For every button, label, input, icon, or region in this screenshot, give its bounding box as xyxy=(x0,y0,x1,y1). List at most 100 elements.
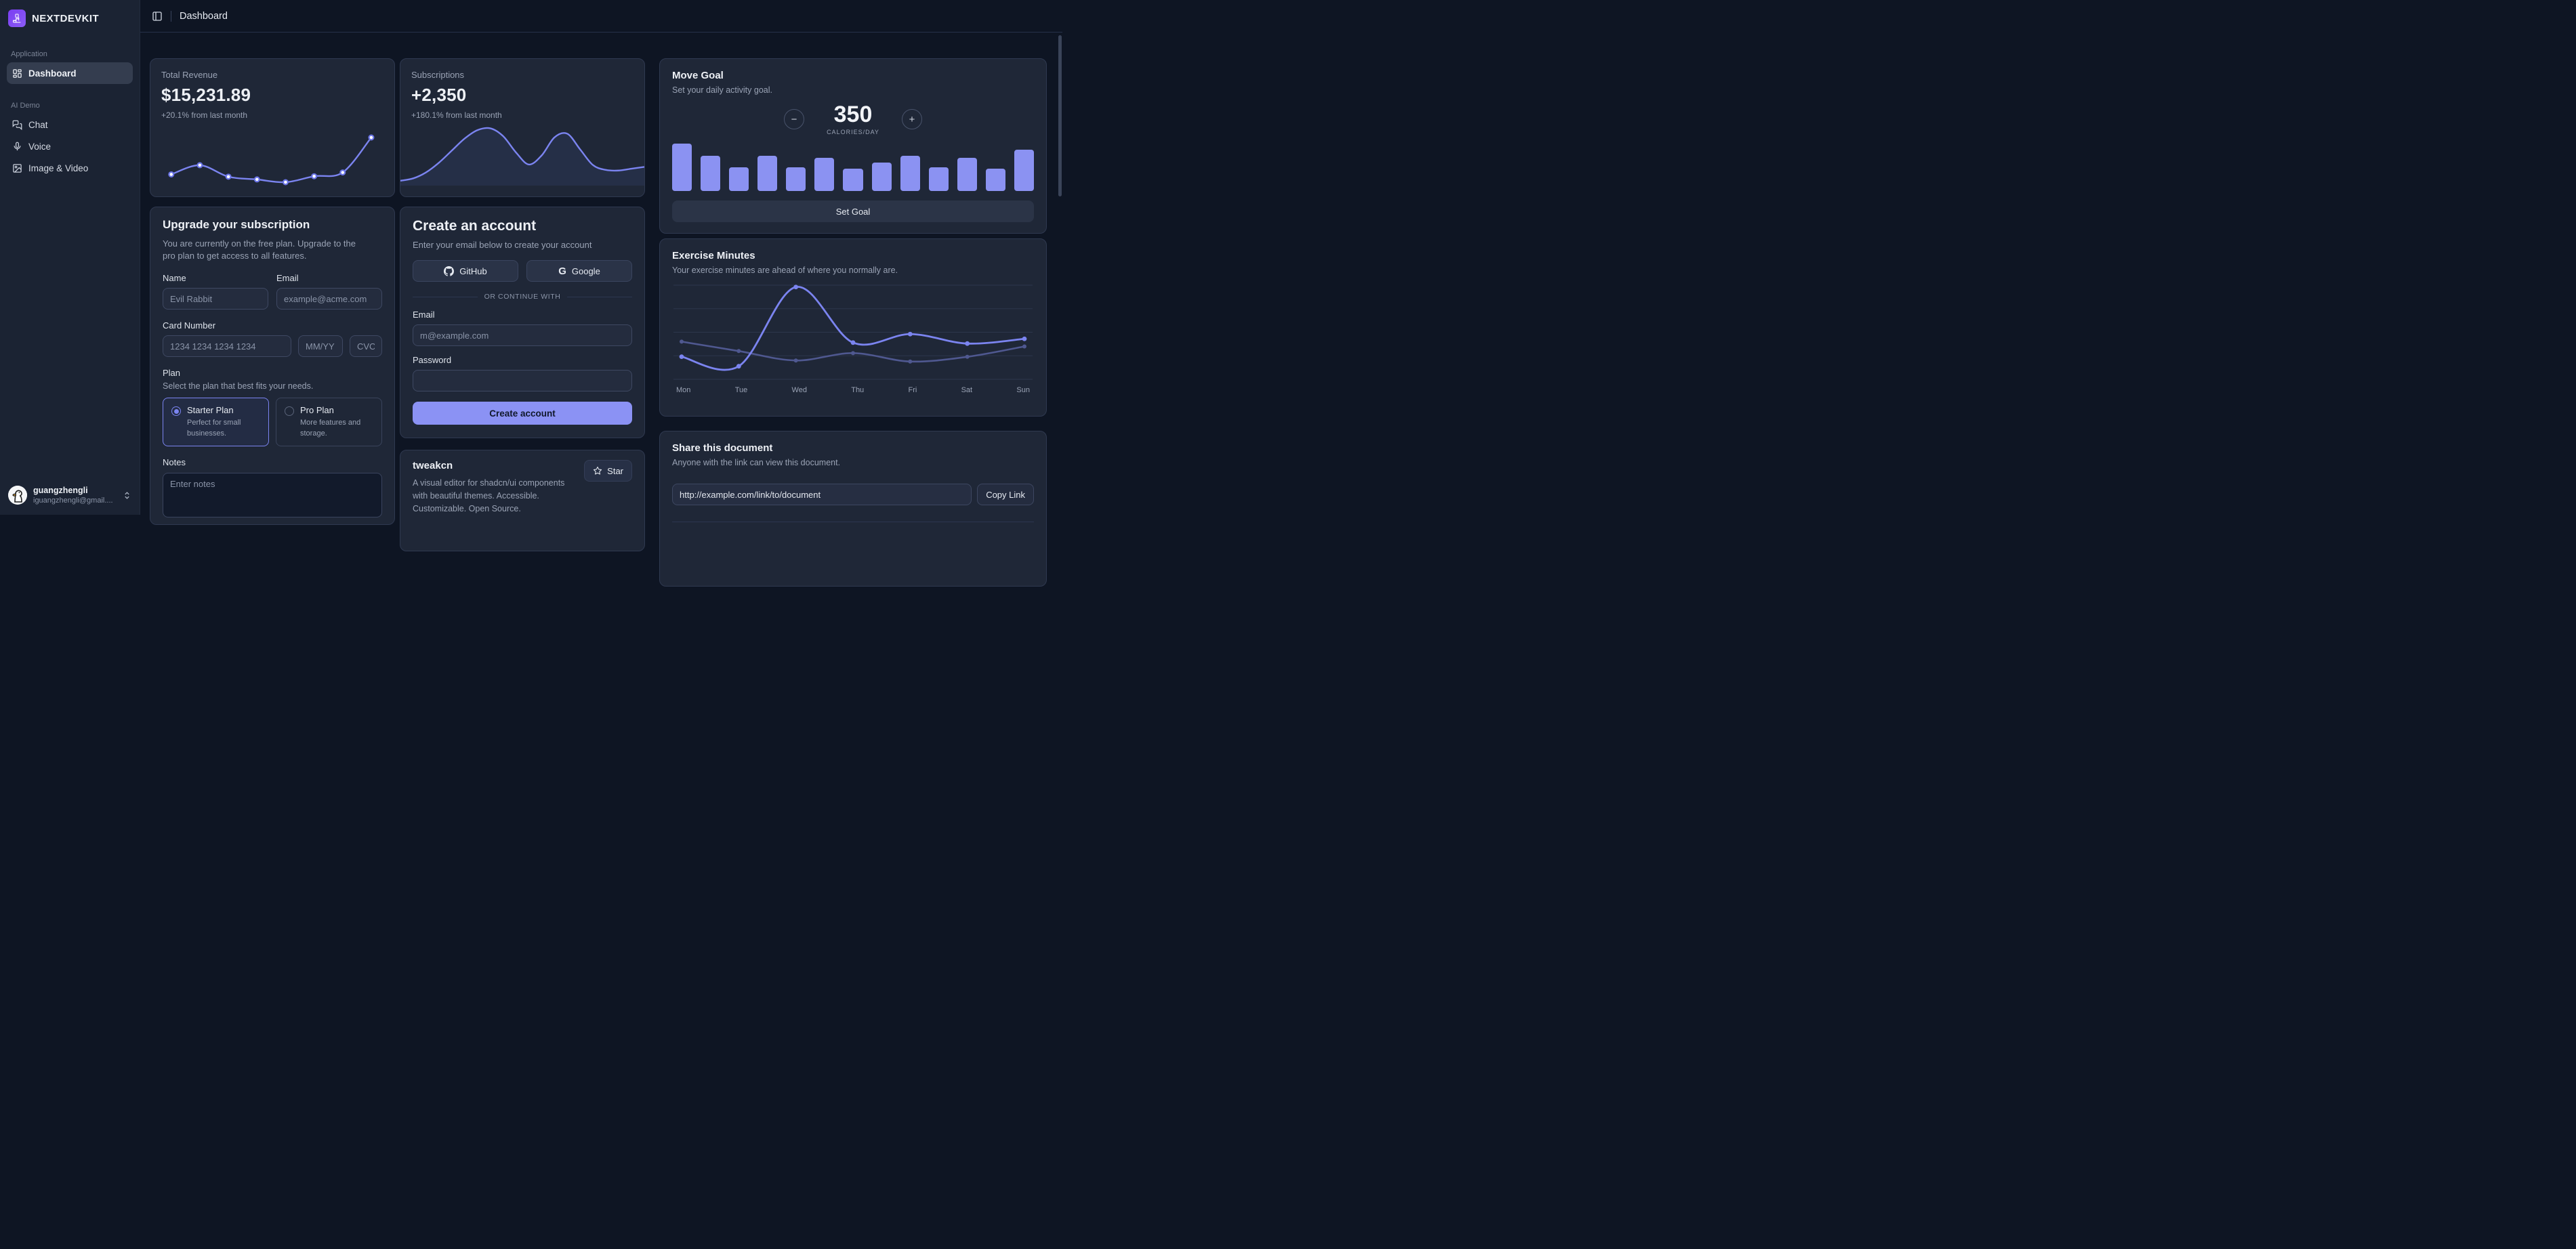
sidebar-item-dashboard[interactable]: Dashboard xyxy=(7,62,133,84)
subscriptions-change: +180.1% from last month xyxy=(411,110,502,120)
card-number-field[interactable] xyxy=(163,335,291,358)
sidebar-item-label: Voice xyxy=(28,141,51,152)
sidebar: NEXTDEVKIT Application Dashboard AI Demo… xyxy=(0,0,140,515)
email-field[interactable] xyxy=(276,288,382,310)
github-button[interactable]: GitHub xyxy=(413,260,518,282)
goal-bar xyxy=(729,167,749,191)
create-account-subtitle: Enter your email below to create your ac… xyxy=(413,240,592,250)
scrollbar-thumb[interactable] xyxy=(1058,35,1062,196)
sidebar-item-label: Chat xyxy=(28,119,48,130)
sidebar-item-label: Image & Video xyxy=(28,163,89,173)
exercise-chart xyxy=(672,282,1034,383)
goal-bar xyxy=(871,163,892,191)
sidebar-item-voice[interactable]: Voice xyxy=(7,135,133,157)
duck-avatar xyxy=(8,486,27,505)
sidebar-item-label: Dashboard xyxy=(28,68,77,79)
goal-bar xyxy=(900,155,920,191)
notes-label: Notes xyxy=(163,457,186,468)
goal-bar xyxy=(786,167,806,191)
user-menu[interactable]: guangzhengli iguangzhengli@gmail.... xyxy=(7,483,133,508)
upgrade-description: You are currently on the free plan. Upgr… xyxy=(163,238,356,261)
nav-section-application: Application xyxy=(11,50,47,58)
increase-goal-button[interactable]: + xyxy=(902,109,922,129)
subscriptions-value: +2,350 xyxy=(411,85,467,105)
move-goal-subtitle: Set your daily activity goal. xyxy=(672,85,772,95)
goal-bar xyxy=(672,144,692,191)
plan-name: Pro Plan xyxy=(300,405,334,416)
goal-bar xyxy=(757,155,778,191)
exercise-subtitle: Your exercise minutes are ahead of where… xyxy=(672,266,898,275)
sidebar-item-chat[interactable]: Chat xyxy=(7,114,133,135)
topbar: Dashboard xyxy=(140,0,1062,33)
account-email-label: Email xyxy=(413,310,435,320)
image-icon xyxy=(13,163,22,173)
cvc-field[interactable] xyxy=(350,335,382,358)
google-label: Google xyxy=(571,266,600,276)
set-goal-button[interactable]: Set Goal xyxy=(672,200,1034,222)
x-axis-label: Tue xyxy=(734,386,748,394)
main-area: Dashboard Total Revenue $15,231.89 +20.1… xyxy=(140,0,1062,587)
total-revenue-card: Total Revenue $15,231.89 +20.1% from las… xyxy=(150,58,395,197)
copy-link-button[interactable]: Copy Link xyxy=(977,484,1034,505)
expiry-field[interactable] xyxy=(298,335,343,358)
plan-note: Perfect for small businesses. xyxy=(187,419,241,438)
brand: NEXTDEVKIT xyxy=(7,7,133,30)
chevrons-up-down-icon xyxy=(125,492,129,499)
share-link-input[interactable] xyxy=(672,484,972,505)
goal-value: 350 xyxy=(833,102,873,127)
page-title: Dashboard xyxy=(180,10,228,22)
subscriptions-chart xyxy=(400,122,644,186)
goal-bar xyxy=(814,158,835,191)
goal-bar xyxy=(1014,149,1035,191)
column-1: Total Revenue $15,231.89 +20.1% from las… xyxy=(150,58,395,525)
user-name: guangzhengli xyxy=(33,485,88,495)
x-axis-label: Mon xyxy=(676,386,691,394)
github-icon xyxy=(444,266,455,276)
x-axis-label: Sun xyxy=(1016,386,1030,394)
radio-selected-icon xyxy=(171,406,181,417)
notes-textarea[interactable] xyxy=(163,473,382,518)
sidebar-item-image-video[interactable]: Image & Video xyxy=(7,157,133,179)
plan-description: Select the plan that best fits your need… xyxy=(163,381,314,391)
scrollbar-track[interactable] xyxy=(1058,33,1062,515)
or-divider-text: OR CONTINUE WITH xyxy=(484,293,561,301)
subscriptions-title: Subscriptions xyxy=(411,70,465,80)
mic-icon xyxy=(14,142,21,150)
subscriptions-card: Subscriptions +2,350 +180.1% from last m… xyxy=(400,58,645,197)
decrease-goal-button[interactable]: − xyxy=(784,109,804,129)
dashboard-content: Total Revenue $15,231.89 +20.1% from las… xyxy=(140,33,1062,587)
github-label: GitHub xyxy=(459,266,487,276)
share-title: Share this document xyxy=(672,442,773,454)
create-account-card: Create an account Enter your email below… xyxy=(400,207,645,438)
total-revenue-value: $15,231.89 xyxy=(161,85,251,105)
x-axis-label: Thu xyxy=(851,386,865,394)
create-account-button[interactable]: Create account xyxy=(413,402,632,425)
share-subtitle: Anyone with the link can view this docum… xyxy=(672,458,841,467)
account-password-label: Password xyxy=(413,355,452,365)
google-button[interactable]: G Google xyxy=(526,260,632,282)
exercise-x-labels: Mon Tue Wed Thu Fri Sat Sun xyxy=(672,383,1034,394)
plan-option-starter[interactable]: Starter Plan Perfect for small businesse… xyxy=(163,398,269,447)
account-password-field[interactable] xyxy=(413,370,632,391)
move-goal-card: Move Goal Set your daily activity goal. … xyxy=(659,58,1047,234)
x-axis-label: Fri xyxy=(908,386,917,394)
sidebar-toggle-icon[interactable] xyxy=(152,11,163,22)
name-field[interactable] xyxy=(163,288,268,310)
star-label: Star xyxy=(607,465,623,476)
account-email-field[interactable] xyxy=(413,324,632,346)
user-email: iguangzhengli@gmail.... xyxy=(33,496,113,505)
star-button[interactable]: Star xyxy=(584,460,632,482)
goal-bar xyxy=(928,167,949,191)
move-goal-title: Move Goal xyxy=(672,70,724,81)
or-divider: OR CONTINUE WITH xyxy=(413,293,632,301)
exercise-title: Exercise Minutes xyxy=(672,250,755,261)
goal-bar xyxy=(985,168,1005,191)
goal-unit: CALORIES/DAY xyxy=(827,129,879,135)
radio-unselected-icon xyxy=(285,406,294,417)
plan-label: Plan xyxy=(163,368,181,379)
create-account-title: Create an account xyxy=(413,218,537,234)
column-3: Move Goal Set your daily activity goal. … xyxy=(659,58,1047,587)
total-revenue-change: +20.1% from last month xyxy=(161,110,248,120)
share-document-card: Share this document Anyone with the link… xyxy=(659,431,1047,587)
plan-option-pro[interactable]: Pro Plan More features and storage. xyxy=(276,398,382,447)
